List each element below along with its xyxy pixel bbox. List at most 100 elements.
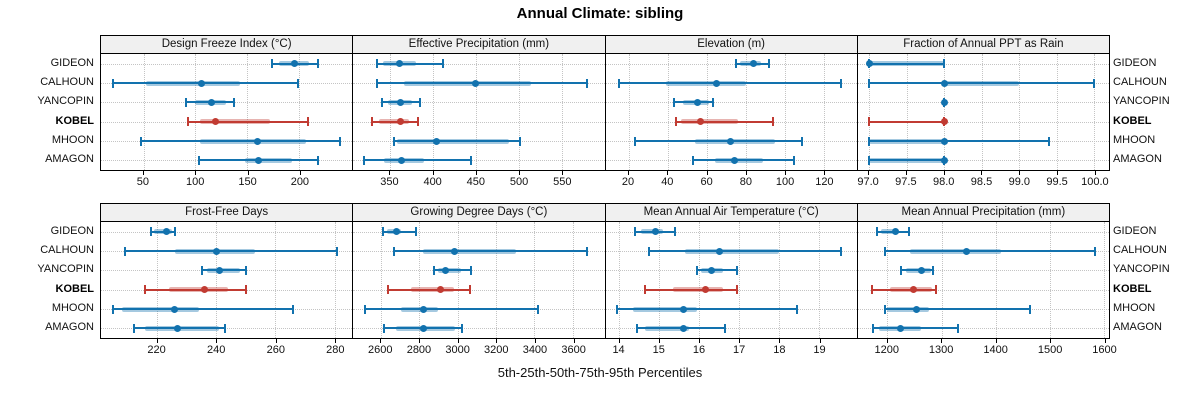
axis-tick [618,339,620,343]
whisker-cap-low-yancopin [696,265,699,275]
whisker-cap-low-calhoun [618,78,621,88]
axis-tick-label: 40 [661,176,674,188]
whisker-calhoun [377,82,588,84]
axis-tick [142,171,144,175]
axis-tick [380,339,382,343]
whisker-cap-low-calhoun [868,78,870,88]
panel-x-axis: 50 100 150 200 [100,171,353,193]
horizontal-gridline [605,102,857,104]
whisker-cap-high-calhoun [840,78,843,88]
whisker-mhoon [617,308,797,310]
whisker-cap-high-yancopin [932,265,935,275]
whisker-cap-low-amagon [868,155,870,165]
whisker-cap-high-mhoon [292,304,295,314]
whisker-cap-low-amagon [382,323,385,333]
vertical-gridline [659,222,661,338]
whisker-cap-low-calhoun [123,246,126,256]
whisker-cap-high-calhoun [586,246,589,256]
whisker-calhoun [885,250,1096,252]
station-label-mhoon: MHOON [1113,301,1156,314]
median-dot-mhoon [912,305,920,313]
station-label-yancopin: YANCOPIN [1113,95,1170,108]
whisker-cap-high-mhoon [1028,304,1031,314]
horizontal-gridline [101,231,353,233]
whisker-cap-low-gideon [150,227,153,237]
whisker-kobel [872,288,937,291]
whisker-cap-low-mhoon [140,136,143,146]
whisker-cap-high-calhoun [1094,246,1097,256]
axis-tick-label: 98.5 [970,176,993,188]
whisker-calhoun [619,82,842,84]
station-label-mhoon: MHOON [1113,133,1156,146]
horizontal-gridline [101,63,353,65]
axis-tick-label: 220 [147,344,166,356]
whisker-mhoon [393,140,521,142]
panel-2: Effective Precipitation (mm) 350 400 450 500… [352,35,606,193]
whisker-cap-low-yancopin [432,265,435,275]
axis-tick [628,171,630,175]
median-dot-amagon [730,156,738,164]
whisker-cap-high-yancopin [232,97,235,107]
whisker-cap-high-kobel [469,285,472,295]
axis-tick-label: 3000 [445,344,470,356]
vertical-gridline [906,54,908,170]
median-dot-kobel [200,286,208,294]
whisker-cap-high-gideon [907,227,910,237]
whisker-cap-high-gideon [674,227,677,237]
whisker-cap-low-yancopin [185,97,188,107]
whisker-cap-high-gideon [768,59,771,69]
whisker-cap-high-yancopin [470,265,473,275]
axis-tick [573,339,575,343]
axis-tick [335,339,337,343]
panel-plot-area [100,54,354,171]
whisker-cap-high-yancopin [736,265,739,275]
median-dot-gideon [892,228,900,236]
axis-tick [1094,171,1096,175]
whisker-cap-high-gideon [943,59,945,69]
axis-tick-label: 98.0 [932,176,955,188]
whisker-calhoun [393,250,588,252]
station-label-amagon: AMAGON [45,321,94,334]
median-dot-calhoun [471,79,479,87]
vertical-gridline [334,222,336,338]
whisker-cap-high-mhoon [801,136,804,146]
axis-tick-label: 3200 [484,344,509,356]
whisker-cap-low-kobel [644,285,647,295]
whisker-mhoon [869,140,1049,142]
station-label-calhoun: CALHOUN [1113,243,1167,256]
vertical-gridline [299,54,301,170]
horizontal-gridline [353,289,605,291]
axis-tick [698,339,700,343]
axis-tick [824,171,826,175]
whisker-cap-high-amagon [316,155,319,165]
median-dot-kobel [909,286,917,294]
vertical-gridline [572,222,574,338]
horizontal-gridline [353,121,605,123]
median-dot-gideon [290,60,298,68]
median-dot-yancopin [940,98,948,106]
horizontal-gridline [353,63,605,65]
whisker-cap-high-mhoon [519,136,522,146]
horizontal-gridline [857,102,1109,104]
whisker-gideon [869,62,944,65]
whisker-cap-low-gideon [634,227,637,237]
whisker-calhoun [124,250,338,252]
station-label-kobel: KOBEL [55,114,95,127]
axis-tick-label: 99.0 [1008,176,1030,188]
station-label-kobel: KOBEL [55,282,95,295]
vertical-gridline [216,222,218,338]
whisker-cap-low-amagon [636,323,639,333]
station-label-mhoon: MHOON [51,133,94,146]
axis-tick-label: 1500 [1037,344,1063,356]
whisker-cap-high-calhoun [586,78,589,88]
median-dot-calhoun [963,247,971,255]
panel-strip-title: Design Freeze Index (°C) [100,35,354,54]
axis-tick-label: 60 [700,176,713,188]
axis-tick-label: 99.5 [1046,176,1068,188]
whisker-kobel [188,120,308,123]
vertical-gridline [784,54,786,170]
station-label-gideon: GIDEON [50,224,94,237]
horizontal-gridline [101,328,353,330]
whisker-cap-low-yancopin [200,265,203,275]
